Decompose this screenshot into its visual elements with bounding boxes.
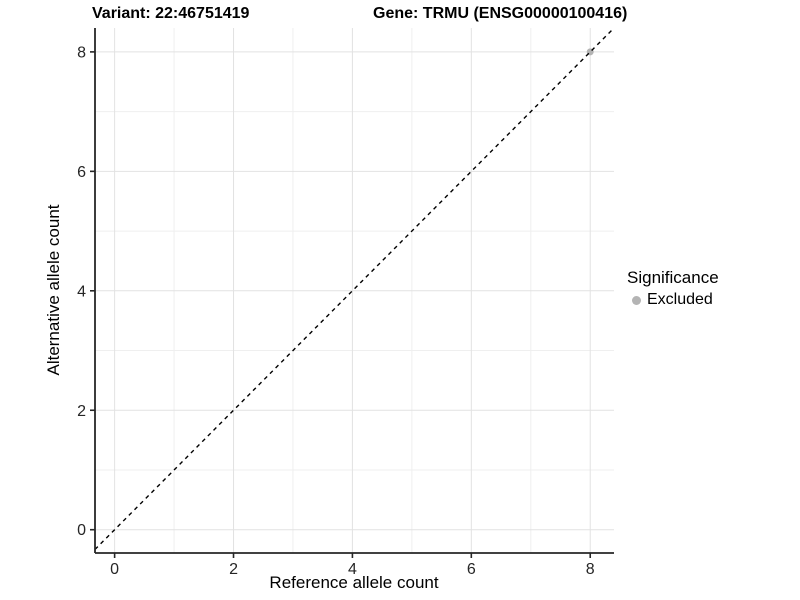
y-axis-title: Alternative allele count: [44, 204, 63, 376]
x-tick-label: 0: [110, 561, 119, 578]
y-tick-label: 2: [77, 403, 86, 420]
y-tick-label: 6: [77, 164, 86, 181]
legend-title: Significance: [627, 268, 719, 287]
y-tick-label: 8: [77, 44, 86, 61]
x-tick-label: 8: [586, 561, 595, 578]
legend-point-icon: [632, 295, 641, 305]
x-axis-title: Reference allele count: [269, 573, 439, 592]
legend-item-label: Excluded: [647, 291, 713, 308]
legend: Significance Excluded: [627, 268, 719, 309]
y-tick-label: 4: [77, 283, 86, 300]
x-tick-label: 6: [467, 561, 476, 578]
plot-title-gene: Gene: TRMU (ENSG00000100416): [373, 5, 628, 22]
x-tick-label: 4: [348, 561, 357, 578]
legend-item: Excluded: [627, 291, 719, 309]
y-tick-label: 0: [77, 522, 86, 539]
plot-title-variant: Variant: 22:46751419: [92, 5, 250, 22]
x-tick-label: 2: [229, 561, 238, 578]
identity-reference-line: [94, 27, 615, 550]
